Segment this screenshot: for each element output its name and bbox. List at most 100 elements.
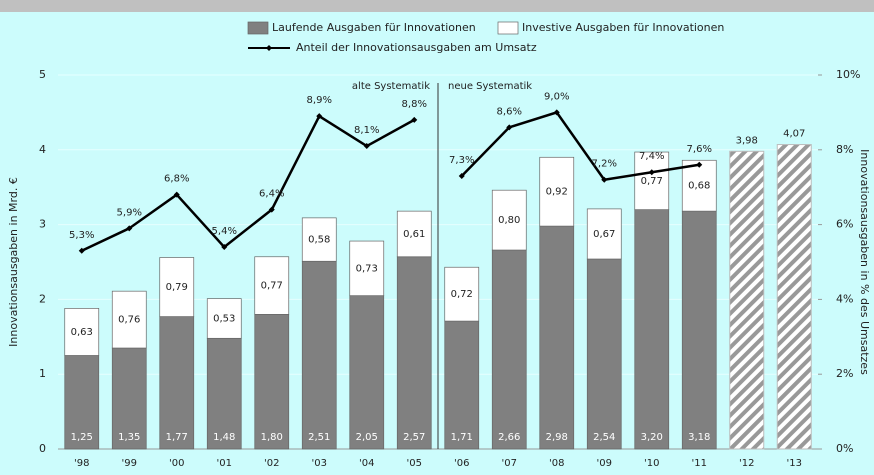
x-tick-label: '98	[74, 458, 89, 469]
line-marker	[78, 247, 85, 254]
bar-segment	[254, 256, 290, 315]
value-label: 0,53	[213, 313, 235, 324]
y-tick-label: 5	[39, 68, 46, 81]
line-marker	[458, 172, 465, 179]
value-label: 8,9%	[307, 95, 332, 106]
value-label: 8,6%	[497, 106, 522, 117]
x-tick-label: '00	[169, 458, 184, 469]
bar-segment	[159, 316, 195, 450]
bar-segment	[634, 151, 670, 210]
value-label: 0,92	[546, 187, 568, 198]
value-label: 0,67	[593, 229, 615, 240]
value-label: 4,07	[783, 129, 805, 140]
value-label: 7,6%	[687, 144, 712, 155]
line-marker	[696, 161, 703, 168]
value-label: 8,8%	[402, 99, 427, 110]
y-tick-label: 3	[39, 218, 46, 231]
value-label: 2,98	[546, 432, 568, 443]
value-label: 0,63	[71, 327, 93, 338]
value-label: 7,2%	[592, 159, 617, 170]
value-label: 9,0%	[544, 91, 569, 102]
value-label: 0,76	[118, 315, 140, 326]
value-label: 0,79	[166, 282, 188, 293]
bar-segment	[349, 240, 385, 297]
value-label: 2,57	[403, 432, 425, 443]
value-label: 3,20	[641, 432, 663, 443]
line-marker	[173, 191, 180, 198]
bar-segment	[586, 258, 622, 450]
bar-segment	[301, 217, 337, 262]
line-marker	[221, 244, 228, 251]
line-marker	[648, 169, 655, 176]
x-tick-label: '04	[359, 458, 374, 469]
legend-label: Laufende Ausgaben für Innovationen	[272, 21, 476, 34]
bar-segment	[539, 156, 575, 227]
line-marker	[126, 225, 133, 232]
y-tick-label: 2	[39, 292, 46, 305]
value-label: 0,72	[451, 289, 473, 300]
bar-segment	[396, 256, 432, 450]
x-tick-label: '05	[407, 458, 422, 469]
y-tick-label: 4	[39, 143, 46, 156]
value-label: 0,77	[261, 281, 283, 292]
value-label: 1,25	[71, 432, 93, 443]
line-series	[460, 110, 700, 182]
bar-segment	[681, 159, 717, 212]
value-label: 6,4%	[259, 189, 284, 200]
value-label: 1,80	[261, 432, 283, 443]
bar-segment	[301, 260, 337, 450]
bar-segment	[64, 308, 100, 356]
bar-segment	[539, 225, 575, 450]
value-label: 0,61	[403, 229, 425, 240]
x-tick-label: '09	[597, 458, 612, 469]
bar-segment	[396, 210, 432, 258]
x-tick-label: '13	[787, 458, 802, 469]
value-label: 1,71	[451, 432, 473, 443]
line-marker	[316, 113, 323, 120]
legend-swatch	[247, 21, 269, 35]
line-marker	[268, 206, 275, 213]
value-label: 2,54	[593, 432, 615, 443]
value-label: 6,8%	[164, 174, 189, 185]
line-marker	[363, 143, 370, 150]
value-label: 1,77	[166, 432, 188, 443]
y-axis-title: Innovationsausgaben in Mrd. €	[7, 177, 20, 347]
x-tick-label: '06	[454, 458, 469, 469]
bar-segment	[111, 347, 147, 450]
value-label: 3,18	[688, 432, 710, 443]
y2-tick-label: 8%	[836, 143, 853, 156]
line-marker	[553, 109, 560, 116]
bar-segment	[349, 295, 385, 450]
y2-tick-label: 4%	[836, 292, 853, 305]
bar-segment	[206, 337, 242, 450]
value-label: 5,3%	[69, 230, 94, 241]
top-band	[0, 0, 874, 12]
x-tick-label: '99	[122, 458, 137, 469]
value-label: 8,1%	[354, 125, 379, 136]
x-tick-label: '01	[217, 458, 232, 469]
value-label: 1,35	[118, 432, 140, 443]
bar-segment	[444, 266, 480, 322]
line-marker	[506, 124, 513, 131]
legend-label: Anteil der Innovationsausgaben am Umsatz	[296, 41, 537, 54]
value-label: 3,98	[736, 135, 758, 146]
y2-tick-label: 6%	[836, 218, 853, 231]
x-tick-label: '03	[312, 458, 327, 469]
y2-tick-label: 10%	[836, 68, 860, 81]
value-label: 0,77	[641, 176, 663, 187]
value-label: 0,80	[498, 215, 520, 226]
value-label: 5,9%	[117, 207, 142, 218]
bar-segment	[491, 189, 527, 251]
y-tick-label: 1	[39, 367, 46, 380]
line-marker	[601, 176, 608, 183]
bar-segment	[681, 210, 717, 450]
bar-segment	[64, 355, 100, 450]
x-tick-label: '07	[502, 458, 517, 469]
bar-segment	[206, 298, 242, 339]
x-tick-label: '12	[739, 458, 754, 469]
bar-segment	[159, 257, 195, 317]
bar-segment	[444, 320, 480, 450]
annotation: alte Systematik	[352, 81, 430, 92]
bar-segment	[634, 209, 670, 450]
